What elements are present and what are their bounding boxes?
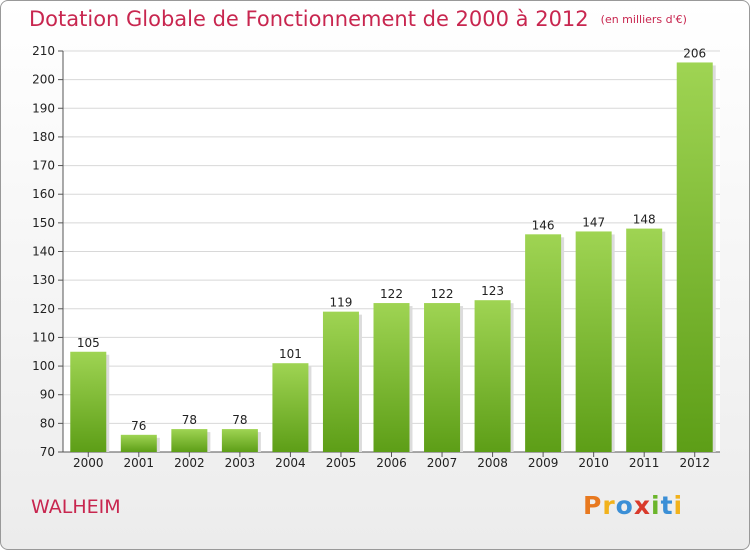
y-tick-label: 160 [32,187,55,201]
bar [626,228,663,452]
bar-value-label: 105 [77,336,100,350]
x-tick-label: 2003 [225,456,256,470]
bar [322,311,359,452]
bar-value-label: 148 [633,213,656,227]
x-tick-label: 2006 [376,456,407,470]
x-tick-label: 2012 [679,456,710,470]
bar [676,62,713,452]
x-tick-label: 2009 [528,456,559,470]
x-tick-label: 2008 [477,456,508,470]
bar-value-label: 123 [481,284,504,298]
bar [525,234,562,452]
y-tick-label: 180 [32,130,55,144]
bar-value-label: 146 [532,218,555,232]
bar-value-label: 78 [232,413,247,427]
y-tick-label: 190 [32,101,55,115]
y-tick-label: 120 [32,302,55,316]
bar [120,434,157,452]
chart-title-text: Dotation Globale de Fonctionnement de 20… [29,7,589,31]
y-tick-label: 130 [32,273,55,287]
x-tick-label: 2000 [73,456,104,470]
y-tick-label: 110 [32,330,55,344]
commune-name: WALHEIM [31,496,121,518]
bar-value-label: 122 [380,287,403,301]
x-tick-label: 2010 [578,456,609,470]
x-tick-label: 2002 [174,456,205,470]
x-tick-label: 2005 [326,456,357,470]
bar [272,363,309,452]
y-tick-label: 140 [32,245,55,259]
bar-value-label: 78 [182,413,197,427]
x-tick-label: 2007 [427,456,458,470]
bar [70,351,107,452]
bar-value-label: 147 [582,215,605,229]
x-tick-label: 2001 [124,456,155,470]
bar [373,303,410,452]
bar-value-label: 119 [330,296,353,310]
bar [575,231,612,452]
x-tick-label: 2004 [275,456,306,470]
y-tick-label: 210 [32,44,55,58]
bar-value-label: 206 [683,46,706,60]
y-tick-label: 90 [40,388,55,402]
x-tick-label: 2011 [629,456,660,470]
y-tick-label: 200 [32,73,55,87]
y-tick-label: 70 [40,445,55,459]
y-tick-label: 80 [40,416,55,430]
chart-subtitle: (en milliers d'€) [600,13,687,26]
y-tick-label: 170 [32,159,55,173]
proxiti-logo: Proxiti [583,491,684,520]
bar-value-label: 76 [131,419,146,433]
bar-value-label: 122 [431,287,454,301]
bar [171,429,208,452]
bar [221,429,258,452]
bar-value-label: 101 [279,347,302,361]
y-tick-label: 100 [32,359,55,373]
chart-title: Dotation Globale de Fonctionnement de 20… [29,7,687,31]
y-tick-label: 150 [32,216,55,230]
bar [424,303,461,452]
bar [474,300,511,452]
